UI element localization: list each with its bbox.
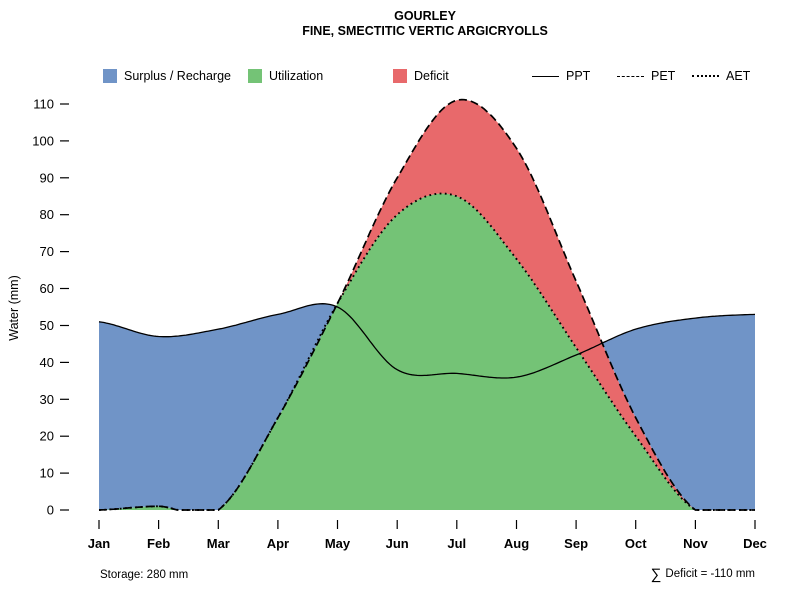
svg-text:40: 40 <box>40 355 54 370</box>
deficit-area <box>99 99 755 510</box>
surplus-area <box>99 303 755 510</box>
svg-text:60: 60 <box>40 281 54 296</box>
svg-text:Nov: Nov <box>683 536 708 551</box>
ppt-line-sample <box>532 75 559 77</box>
svg-text:Jun: Jun <box>386 536 409 551</box>
aet-line-sample <box>692 75 719 77</box>
ppt-line <box>98 303 756 379</box>
svg-text:100: 100 <box>32 133 54 148</box>
chart-title: GOURLEY <box>394 9 456 23</box>
svg-text:Apr: Apr <box>267 536 289 551</box>
legend-item-aet: AET <box>692 68 750 84</box>
utilization-swatch <box>248 69 262 83</box>
pet-label: PET <box>651 69 676 83</box>
utilization-label: Utilization <box>269 69 324 83</box>
deficit-annotation: ∑ Deficit = -110 mm <box>650 566 755 583</box>
svg-text:Mar: Mar <box>207 536 230 551</box>
svg-text:30: 30 <box>40 392 54 407</box>
ppt-label: PPT <box>566 69 591 83</box>
svg-text:Oct: Oct <box>625 536 647 551</box>
storage-annotation: Storage: 280 mm <box>100 569 189 581</box>
sigma-symbol: ∑ <box>650 566 662 583</box>
surplus-label: Surplus / Recharge <box>124 69 232 83</box>
deficit-swatch <box>393 69 407 83</box>
legend-item-utilization: Utilization <box>248 68 323 84</box>
svg-text:0: 0 <box>47 503 54 518</box>
svg-text:70: 70 <box>40 244 54 259</box>
legend-item-pet: PET <box>617 68 675 84</box>
svg-text:Aug: Aug <box>504 536 529 551</box>
svg-text:20: 20 <box>40 429 54 444</box>
svg-text:May: May <box>325 536 351 551</box>
svg-text:Sep: Sep <box>564 536 588 551</box>
aet-line <box>98 192 755 511</box>
aet-label: AET <box>726 69 751 83</box>
svg-text:90: 90 <box>40 170 54 185</box>
svg-text:80: 80 <box>40 207 54 222</box>
svg-text:Jan: Jan <box>88 536 110 551</box>
deficit-label: Deficit <box>414 69 449 83</box>
y-axis: 0 10 20 30 40 50 60 70 80 90 100 110 <box>32 97 69 518</box>
svg-text:Feb: Feb <box>147 536 170 551</box>
svg-text:10: 10 <box>40 466 54 481</box>
svg-text:50: 50 <box>40 318 54 333</box>
svg-text:Jul: Jul <box>447 536 466 551</box>
x-axis: Jan Feb Mar Apr May Jun Jul Aug Sep Oct Nov Dec <box>88 520 767 551</box>
legend-item-deficit: Deficit <box>393 68 449 84</box>
deficit-sum-label: Deficit = -110 mm <box>665 567 755 580</box>
legend-item-ppt: PPT <box>532 68 590 84</box>
pet-line-sample <box>617 75 644 77</box>
svg-text:110: 110 <box>33 97 54 112</box>
svg-text:Dec: Dec <box>743 536 767 551</box>
chart-subtitle: FINE, SMECTITIC VERTIC ARGICRYOLLS <box>302 24 548 38</box>
utilization-area <box>99 193 755 510</box>
surplus-swatch <box>103 69 117 83</box>
legend-item-surplus: Surplus / Recharge <box>103 68 231 84</box>
